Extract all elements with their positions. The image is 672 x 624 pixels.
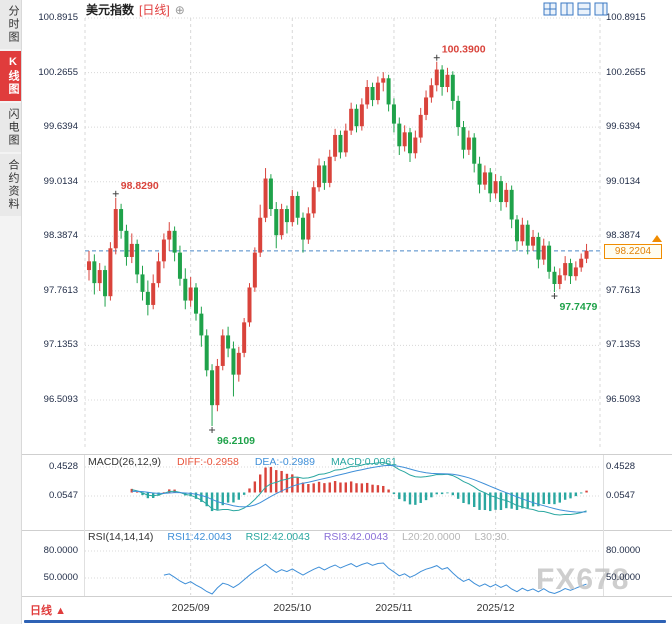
macd-label-row: MACD(26,12,9) DIFF:-0.2958 DEA:-0.2989 M… [88, 456, 397, 468]
panel-edge-line [603, 455, 604, 596]
chart-header: 美元指数 [日线] ⊕ [86, 1, 185, 18]
sidebar-tab-contract-info[interactable]: 合约资料 [0, 154, 21, 216]
panel-divider [22, 530, 672, 531]
layout-rows-icon[interactable] [577, 2, 591, 16]
indicator-plots [130, 461, 588, 595]
panel-divider [22, 454, 672, 455]
y-axis-label: 99.0134 [606, 175, 641, 187]
sidebar-tab-lightning-chart[interactable]: 闪电图 [0, 103, 21, 152]
macd-diff-value: DIFF:-0.2958 [176, 456, 239, 468]
svg-text:96.2109: 96.2109 [217, 435, 255, 447]
price-up-arrow-icon [652, 234, 662, 242]
rsi-l30-value: L30:30. [474, 531, 510, 543]
y-axis-label: 99.6394 [606, 121, 641, 133]
y-axis-label: 98.3874 [606, 230, 641, 242]
y-axis-label: 99.6394 [43, 121, 78, 133]
svg-text:97.7479: 97.7479 [559, 301, 597, 313]
add-indicator-icon[interactable]: ⊕ [174, 2, 185, 17]
y-axis-label: 96.5093 [43, 393, 78, 405]
rsi2-value: RSI2:42.0043 [245, 531, 310, 543]
y-axis-right: 100.8915 100.2655 99.6394 99.0134 98.3874 97.… [606, 0, 668, 460]
bottom-bar: 日线 ▲ 2025/09 2025/10 2025/11 2025/12 [0, 597, 672, 624]
macd-hist-value: MACD:0.0061 [330, 456, 397, 468]
sidebar-tab-time-chart[interactable]: 分时图 [0, 0, 21, 49]
y-axis-label: 100.2655 [38, 66, 78, 78]
candles [87, 61, 589, 427]
y-axis-label: 100.2655 [606, 66, 646, 78]
rsi-axis-label: 50.0000 [43, 572, 78, 583]
y-axis-label: 97.7613 [43, 284, 78, 296]
rsi3-value: RSI3:42.0043 [323, 531, 389, 543]
macd-axis-label: 0.4528 [48, 461, 78, 472]
x-axis-label: 2025/10 [273, 602, 312, 614]
period-label[interactable]: 日线 ▲ [30, 602, 66, 618]
rsi-label-row: RSI(14,14,14) RSI1:42.0043 RSI2:42.0043 … [88, 531, 509, 543]
svg-text:100.3900: 100.3900 [442, 44, 486, 56]
period-text: 日线 [30, 605, 52, 617]
grid-lines [84, 17, 601, 595]
rsi-axis-label: 80.0000 [43, 545, 78, 556]
y-axis-label: 97.1353 [606, 339, 641, 351]
period-arrow-icon: ▲ [55, 605, 66, 617]
period-selector[interactable]: [日线] [139, 3, 170, 17]
last-price-badge: 98.2204 [604, 243, 662, 259]
layout-single-icon[interactable] [594, 2, 608, 16]
x-axis-label: 2025/09 [171, 602, 210, 614]
x-axis-label: 2025/11 [375, 602, 413, 614]
macd-axis-label: 0.0547 [606, 490, 636, 501]
sidebar: 分时图 K线图 闪电图 合约资料 [0, 0, 22, 624]
y-axis-label: 98.3874 [43, 230, 78, 242]
rsi-axis-label: 80.0000 [606, 545, 641, 556]
macd-axis-label: 0.4528 [606, 461, 636, 472]
x-axis-label: 2025/12 [476, 602, 515, 614]
y-axis-label: 100.8915 [38, 12, 78, 23]
macd-axis-label: 0.0547 [48, 490, 78, 501]
svg-text:98.8290: 98.8290 [121, 180, 159, 192]
annotations: 98.8290 100.3900 96.2109 97.7479 [112, 44, 598, 447]
y-axis-label: 100.8915 [606, 12, 646, 23]
rsi-axis-label: 50.0000 [606, 572, 641, 583]
rsi-title[interactable]: RSI(14,14,14) [88, 531, 154, 543]
y-axis-left: 100.8915 100.2655 99.6394 99.0134 98.3874 97.… [24, 0, 78, 460]
y-axis-label: 96.5093 [606, 393, 641, 405]
y-axis-label: 97.1353 [43, 339, 78, 351]
macd-dea-value: DEA:-0.2989 [254, 456, 315, 468]
horizontal-scrollbar[interactable] [24, 620, 666, 623]
layout-grid-icon[interactable] [543, 2, 557, 16]
rsi-l20-value: L20:20.0000 [402, 531, 461, 543]
panel-edge-line [84, 455, 85, 596]
symbol-title: 美元指数 [86, 3, 135, 17]
layout-columns-icon[interactable] [560, 2, 574, 16]
y-axis-label: 99.0134 [43, 175, 78, 187]
macd-title[interactable]: MACD(26,12,9) [88, 456, 161, 468]
sidebar-tab-kline-chart[interactable]: K线图 [0, 51, 21, 101]
layout-icon-group [543, 2, 608, 16]
rsi1-value: RSI1:42.0043 [167, 531, 232, 543]
panel-divider [22, 596, 672, 597]
y-axis-label: 97.7613 [606, 284, 641, 296]
x-axis-labels: 2025/09 2025/10 2025/11 2025/12 [0, 597, 672, 624]
